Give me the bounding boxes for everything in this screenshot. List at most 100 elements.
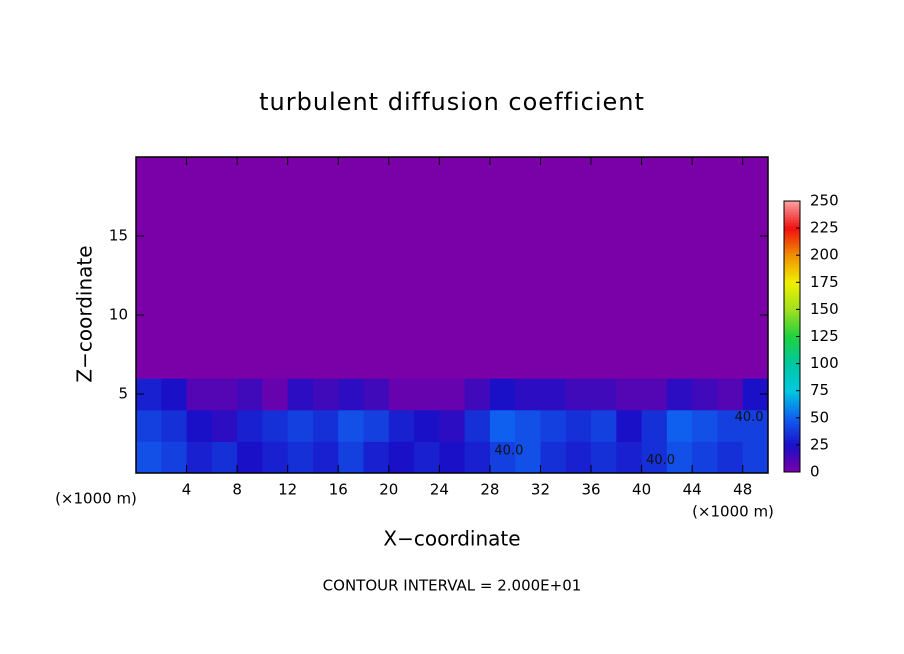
heatmap-cell xyxy=(186,157,213,379)
heatmap-cell xyxy=(338,441,365,474)
heatmap-cell xyxy=(161,441,188,474)
heatmap-cell xyxy=(287,157,314,379)
colorbar-swatch xyxy=(784,228,800,232)
colorbar-swatch xyxy=(784,469,800,473)
colorbar-swatch xyxy=(784,336,800,340)
colorbar-swatch xyxy=(784,230,800,235)
colorbar-swatch xyxy=(784,406,800,411)
colorbar-tick-label: 250 xyxy=(810,192,839,210)
colorbar-swatch xyxy=(784,293,800,297)
colorbar-swatch xyxy=(784,271,800,275)
colorbar-tick-label: 200 xyxy=(810,246,839,264)
colorbar-swatch xyxy=(784,331,800,335)
heatmap-cell xyxy=(312,157,339,379)
colorbar-swatch xyxy=(784,360,800,365)
heatmap-cell xyxy=(616,409,643,442)
heatmap-cell xyxy=(616,378,643,411)
y-tick-label: 5 xyxy=(118,385,128,403)
colorbar-swatch xyxy=(784,214,800,218)
colorbar-swatch xyxy=(784,325,800,329)
heatmap-cell xyxy=(287,441,314,474)
colorbar-swatch xyxy=(784,385,800,389)
heatmap-cell xyxy=(616,157,643,379)
x-tick-label: 32 xyxy=(531,481,550,499)
heatmap-cell xyxy=(565,378,592,411)
heatmap-cell xyxy=(237,441,263,474)
contour-label: 40.0 xyxy=(735,410,764,425)
heatmap-cell xyxy=(641,157,668,379)
colorbar-swatch xyxy=(784,366,800,370)
heatmap-cell xyxy=(616,441,643,474)
colorbar-swatch xyxy=(784,241,800,245)
colorbar-swatch xyxy=(784,439,800,443)
colorbar-swatch xyxy=(784,398,800,403)
colorbar-tick-label: 225 xyxy=(810,219,839,237)
colorbar-swatch xyxy=(784,301,800,305)
colorbar-swatch xyxy=(784,279,800,283)
x-tick-label: 48 xyxy=(733,481,752,499)
heatmap-cell xyxy=(591,157,617,379)
heatmap-cell xyxy=(464,409,491,442)
colorbar-tick-label: 75 xyxy=(810,381,829,399)
heatmap-cell xyxy=(338,378,365,411)
heatmap-cell xyxy=(692,441,718,474)
colorbar-swatch xyxy=(784,219,800,224)
heatmap-cell xyxy=(211,409,238,442)
colorbar-swatch xyxy=(784,442,800,446)
colorbar-swatch xyxy=(784,244,800,248)
heatmap-cell xyxy=(742,441,769,474)
colorbar-swatch xyxy=(784,369,800,373)
colorbar-tick-label: 25 xyxy=(810,435,829,453)
heatmap-cell xyxy=(717,157,744,379)
x-tick-label: 4 xyxy=(182,481,192,499)
heatmap-cell xyxy=(338,157,365,379)
heatmap-cell xyxy=(262,378,289,411)
heatmap-cell xyxy=(388,409,415,442)
heatmap-cell xyxy=(540,441,567,474)
heatmap-cell xyxy=(237,409,263,442)
colorbar-swatch xyxy=(784,263,800,267)
x-tick-label: 12 xyxy=(278,481,297,499)
heatmap-cell xyxy=(641,409,668,442)
colorbar-swatch xyxy=(784,268,800,272)
heatmap-cell xyxy=(161,409,188,442)
colorbar-swatch xyxy=(784,447,800,451)
heatmap-cell xyxy=(666,441,693,474)
heatmap-cell xyxy=(161,378,188,411)
heatmap-cell xyxy=(262,409,289,442)
colorbar-swatch xyxy=(784,453,800,457)
colorbar-swatch xyxy=(784,287,800,291)
colorbar-swatch xyxy=(784,417,800,422)
heatmap-cell xyxy=(136,441,162,474)
colorbar-swatch xyxy=(784,236,800,240)
colorbar-swatch xyxy=(784,295,800,300)
heatmap-cell xyxy=(237,157,263,379)
heatmap-cell xyxy=(338,409,365,442)
heatmap-cell xyxy=(540,157,567,379)
heatmap-cell xyxy=(515,157,541,379)
colorbar-swatch xyxy=(784,344,800,348)
x-tick-label: 28 xyxy=(480,481,499,499)
colorbar-swatch xyxy=(784,450,800,454)
colorbar-swatch xyxy=(784,341,800,346)
heatmap-cell xyxy=(211,441,238,474)
colorbar-tick-label: 0 xyxy=(810,463,820,481)
heatmap-cell xyxy=(439,441,466,474)
heatmap-cell xyxy=(363,157,390,379)
colorbar-swatch xyxy=(784,396,800,400)
colorbar-tick-label: 175 xyxy=(810,273,839,291)
colorbar-swatch xyxy=(784,314,800,319)
colorbar-swatch xyxy=(784,434,800,438)
heatmap-cell xyxy=(186,378,213,411)
colorbar-swatch xyxy=(784,371,800,375)
heatmap-cell xyxy=(388,378,415,411)
colorbar-swatch xyxy=(784,252,800,256)
heatmap-cell xyxy=(439,409,466,442)
heatmap-cell xyxy=(312,409,339,442)
y-axis-label: Z−coordinate xyxy=(73,245,97,382)
heatmap-cell xyxy=(489,378,516,411)
heatmap-cell xyxy=(312,378,339,411)
colorbar-swatch xyxy=(784,444,800,449)
heatmap-cell xyxy=(565,157,592,379)
heatmap-cell xyxy=(591,441,617,474)
